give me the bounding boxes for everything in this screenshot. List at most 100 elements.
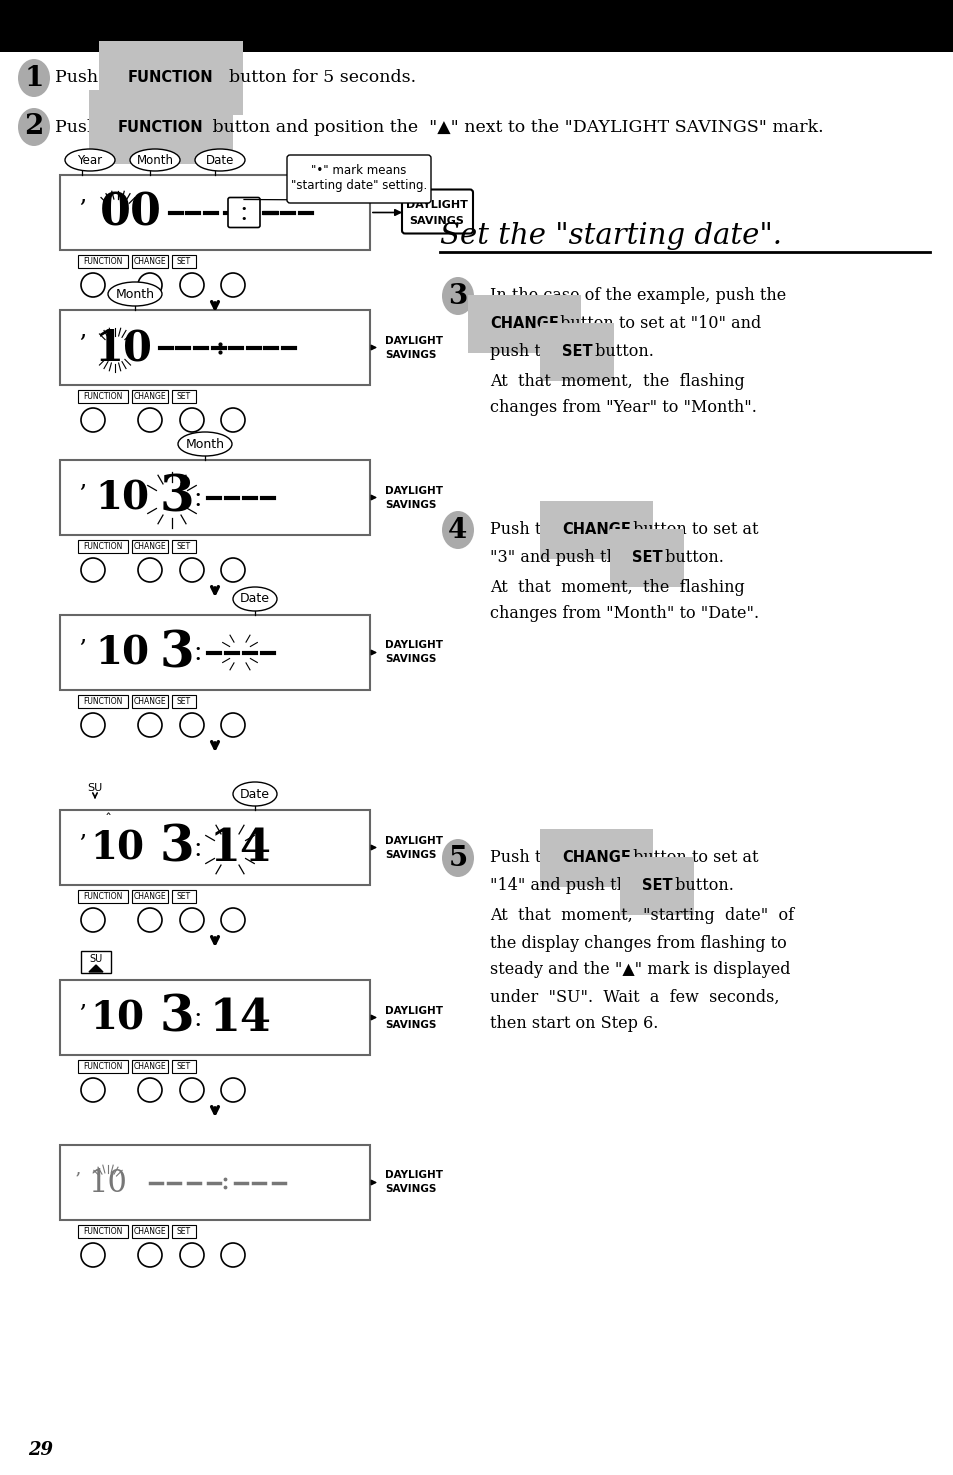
Text: •: • bbox=[194, 1009, 201, 1019]
Text: "•" mark means: "•" mark means bbox=[311, 165, 406, 177]
FancyBboxPatch shape bbox=[78, 889, 128, 903]
Text: Push the: Push the bbox=[55, 118, 137, 136]
Text: 10: 10 bbox=[90, 1000, 144, 1037]
Text: SAVINGS: SAVINGS bbox=[385, 1019, 436, 1030]
Text: CHANGE: CHANGE bbox=[561, 522, 630, 537]
Text: ’: ’ bbox=[78, 484, 86, 507]
Text: button.: button. bbox=[589, 344, 653, 360]
Ellipse shape bbox=[441, 510, 474, 549]
FancyBboxPatch shape bbox=[132, 1061, 168, 1072]
Circle shape bbox=[180, 712, 204, 738]
Text: Date: Date bbox=[206, 153, 233, 167]
Text: 1: 1 bbox=[24, 65, 44, 91]
Text: FUNCTION: FUNCTION bbox=[128, 71, 213, 86]
FancyBboxPatch shape bbox=[172, 889, 195, 903]
Circle shape bbox=[138, 1243, 162, 1267]
Text: FUNCTION: FUNCTION bbox=[83, 257, 123, 266]
Text: FUNCTION: FUNCTION bbox=[83, 1062, 123, 1071]
FancyBboxPatch shape bbox=[132, 889, 168, 903]
Text: the display changes from flashing to: the display changes from flashing to bbox=[490, 935, 786, 951]
Text: push the: push the bbox=[490, 344, 565, 360]
Text: SAVINGS: SAVINGS bbox=[385, 655, 436, 665]
Text: •: • bbox=[194, 1019, 201, 1030]
FancyBboxPatch shape bbox=[228, 198, 260, 227]
Text: DAYLIGHT: DAYLIGHT bbox=[385, 1171, 442, 1180]
Circle shape bbox=[81, 409, 105, 432]
Text: At  that  moment,  "starting  date"  of: At that moment, "starting date" of bbox=[490, 907, 793, 925]
Text: DAYLIGHT: DAYLIGHT bbox=[385, 335, 442, 345]
Text: DAYLIGHT: DAYLIGHT bbox=[385, 1006, 442, 1015]
Text: DAYLIGHT: DAYLIGHT bbox=[385, 835, 442, 845]
Text: "14" and push the: "14" and push the bbox=[490, 878, 641, 894]
Circle shape bbox=[138, 409, 162, 432]
Ellipse shape bbox=[441, 839, 474, 878]
Text: SET: SET bbox=[176, 541, 191, 552]
Text: SAVINGS: SAVINGS bbox=[385, 850, 436, 860]
Text: 00: 00 bbox=[100, 192, 162, 235]
FancyBboxPatch shape bbox=[60, 460, 370, 535]
Text: ’: ’ bbox=[78, 1004, 86, 1027]
Text: button and position the  "▲" next to the "DAYLIGHT SAVINGS" mark.: button and position the "▲" next to the … bbox=[207, 118, 822, 136]
Circle shape bbox=[221, 558, 245, 583]
Text: ’: ’ bbox=[78, 199, 86, 223]
Circle shape bbox=[221, 909, 245, 932]
FancyBboxPatch shape bbox=[60, 1145, 370, 1220]
FancyBboxPatch shape bbox=[132, 695, 168, 708]
Text: FUNCTION: FUNCTION bbox=[83, 541, 123, 552]
Circle shape bbox=[221, 273, 245, 296]
Text: 10: 10 bbox=[95, 634, 149, 673]
Text: •: • bbox=[194, 490, 201, 500]
Circle shape bbox=[138, 558, 162, 583]
Ellipse shape bbox=[18, 59, 50, 97]
FancyBboxPatch shape bbox=[172, 540, 195, 553]
Polygon shape bbox=[89, 965, 103, 972]
Circle shape bbox=[221, 712, 245, 738]
FancyBboxPatch shape bbox=[132, 1226, 168, 1238]
Ellipse shape bbox=[194, 149, 245, 171]
Text: DAYLIGHT: DAYLIGHT bbox=[385, 640, 442, 650]
FancyBboxPatch shape bbox=[132, 255, 168, 268]
Text: SET: SET bbox=[176, 892, 191, 901]
Circle shape bbox=[81, 558, 105, 583]
Circle shape bbox=[81, 1078, 105, 1102]
FancyBboxPatch shape bbox=[78, 1226, 128, 1238]
FancyBboxPatch shape bbox=[132, 389, 168, 403]
Text: SAVINGS: SAVINGS bbox=[409, 217, 464, 227]
Text: changes from "Month" to "Date".: changes from "Month" to "Date". bbox=[490, 606, 759, 622]
Text: SET: SET bbox=[176, 257, 191, 266]
Text: CHANGE: CHANGE bbox=[133, 698, 166, 707]
Text: In the case of the example, push the: In the case of the example, push the bbox=[490, 288, 785, 304]
Text: ’: ’ bbox=[78, 333, 86, 357]
Circle shape bbox=[81, 712, 105, 738]
Text: SET: SET bbox=[176, 698, 191, 707]
Text: Date: Date bbox=[240, 593, 270, 606]
Text: SET: SET bbox=[561, 345, 592, 360]
Text: 10: 10 bbox=[88, 1168, 127, 1199]
Circle shape bbox=[221, 1078, 245, 1102]
Circle shape bbox=[180, 1243, 204, 1267]
Circle shape bbox=[221, 409, 245, 432]
Text: CHANGE: CHANGE bbox=[133, 1227, 166, 1236]
FancyBboxPatch shape bbox=[81, 951, 111, 974]
Text: CHANGE: CHANGE bbox=[490, 317, 558, 332]
Text: CHANGE: CHANGE bbox=[561, 851, 630, 866]
Ellipse shape bbox=[18, 108, 50, 146]
Text: button to set at "10" and: button to set at "10" and bbox=[555, 316, 760, 332]
FancyBboxPatch shape bbox=[0, 0, 953, 52]
Text: ’: ’ bbox=[78, 833, 86, 857]
Text: 3: 3 bbox=[448, 283, 467, 310]
Circle shape bbox=[180, 909, 204, 932]
FancyBboxPatch shape bbox=[172, 1061, 195, 1072]
Ellipse shape bbox=[130, 149, 180, 171]
Text: 3: 3 bbox=[160, 825, 194, 873]
Text: 14: 14 bbox=[210, 827, 272, 870]
Ellipse shape bbox=[233, 782, 276, 805]
FancyBboxPatch shape bbox=[60, 810, 370, 885]
FancyBboxPatch shape bbox=[78, 255, 128, 268]
Circle shape bbox=[138, 273, 162, 296]
Text: CHANGE: CHANGE bbox=[133, 892, 166, 901]
Text: 10: 10 bbox=[95, 479, 149, 518]
Text: 10: 10 bbox=[95, 327, 152, 370]
Circle shape bbox=[81, 1243, 105, 1267]
Text: FUNCTION: FUNCTION bbox=[118, 119, 203, 134]
